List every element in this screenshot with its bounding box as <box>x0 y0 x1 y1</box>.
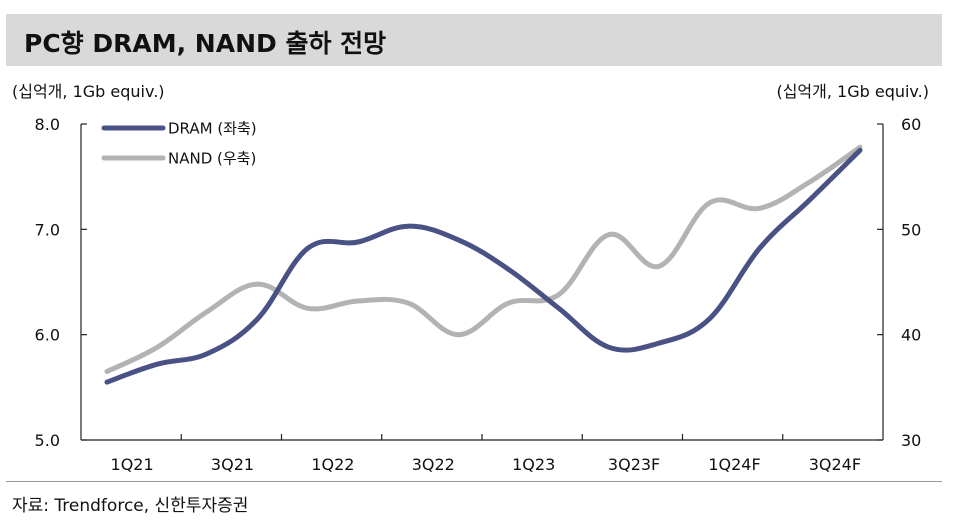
x-tick-label: 3Q24F <box>809 455 861 474</box>
left-y-tick-label: 8.0 <box>35 115 60 134</box>
left-y-tick-label: 5.0 <box>35 431 60 450</box>
source-note: 자료: Trendforce, 신한투자증권 <box>12 496 249 516</box>
right-y-tick-label: 60 <box>901 115 921 134</box>
nand-series-line <box>104 144 863 374</box>
right-y-tick-label: 40 <box>901 326 921 345</box>
left-y-tick-label: 7.0 <box>35 220 60 239</box>
x-tick-label: 1Q24F <box>708 455 760 474</box>
x-tick-label: 1Q22 <box>311 455 354 474</box>
series-layer <box>104 144 863 385</box>
left-y-tick-label: 6.0 <box>35 326 60 345</box>
left-axis-unit: (십억개, 1Gb equiv.) <box>12 82 165 101</box>
legend-label-nand: NAND (우축) <box>168 150 256 168</box>
legend-label-dram: DRAM (좌축) <box>168 120 257 138</box>
right-y-tick-label: 50 <box>901 220 921 239</box>
footer-divider <box>6 481 942 482</box>
x-tick-label: 3Q21 <box>211 455 254 474</box>
right-y-tick-label: 30 <box>901 431 921 450</box>
x-tick-label: 1Q23 <box>512 455 555 474</box>
x-tick-label: 1Q21 <box>111 455 154 474</box>
x-tick-label: 3Q23F <box>608 455 660 474</box>
title-bar: PC향 DRAM, NAND 출하 전망 <box>6 14 942 66</box>
x-tick-label: 3Q22 <box>412 455 455 474</box>
dram-series-line <box>104 147 863 385</box>
chart-legend: DRAM (좌축) NAND (우축) <box>101 120 257 168</box>
right-axis-unit: (십억개, 1Gb equiv.) <box>776 82 929 101</box>
chart-axes: 5.0 6.0 7.0 8.0 30 40 50 60 1Q21 3Q21 1Q22 3Q22 1Q23… <box>35 115 922 474</box>
chart-title: PC향 DRAM, NAND 출하 전망 <box>24 29 387 58</box>
